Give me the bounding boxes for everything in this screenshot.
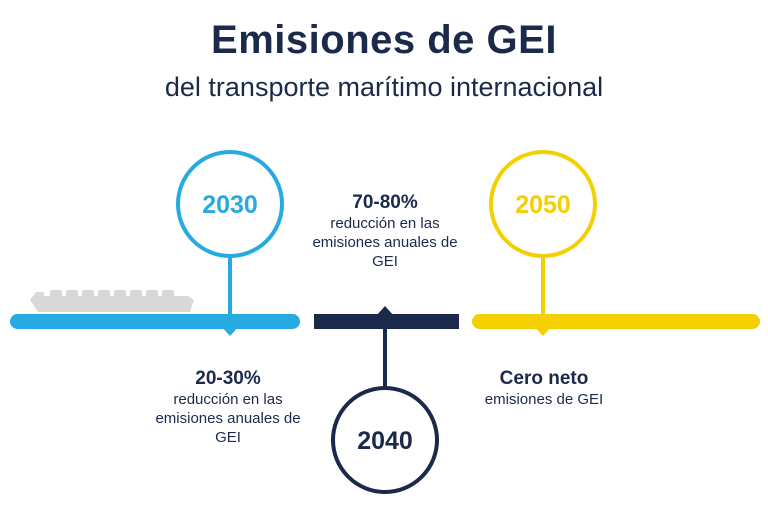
milestone-2040-year: 2040: [357, 427, 413, 455]
timeline-segment-2030: [10, 314, 300, 329]
milestone-2050-marker: 2050: [489, 150, 597, 336]
milestone-2030-description: reducción en las emisiones anuales de GE…: [155, 391, 301, 446]
page-title: Emisiones de GEI: [211, 18, 557, 62]
milestone-2030-value: 20-30%: [195, 368, 261, 389]
milestone-2040-value: 70-80%: [352, 192, 418, 213]
cargo-ship-icon: [30, 290, 194, 312]
milestone-2030-year: 2030: [202, 191, 258, 219]
page-subtitle: del transporte marítimo internacional: [164, 72, 604, 102]
milestone-2050-value: Cero neto: [499, 368, 589, 389]
milestone-2040-marker: 2040: [331, 306, 439, 494]
milestone-2050-year: 2050: [515, 191, 571, 219]
milestone-2050-text: Cero neto emisiones de GEI: [468, 368, 620, 409]
milestone-2050-description: emisiones de GEI: [484, 391, 604, 408]
milestone-2030-marker: 2030: [176, 150, 284, 336]
milestone-2040-text: 70-80% reducción en las emisiones anuale…: [305, 192, 465, 271]
timeline-segment-2050: [472, 314, 760, 329]
milestone-2040-description: reducción en las emisiones anuales de GE…: [312, 215, 458, 270]
milestone-2030-text: 20-30% reducción en las emisiones anuale…: [150, 368, 306, 447]
